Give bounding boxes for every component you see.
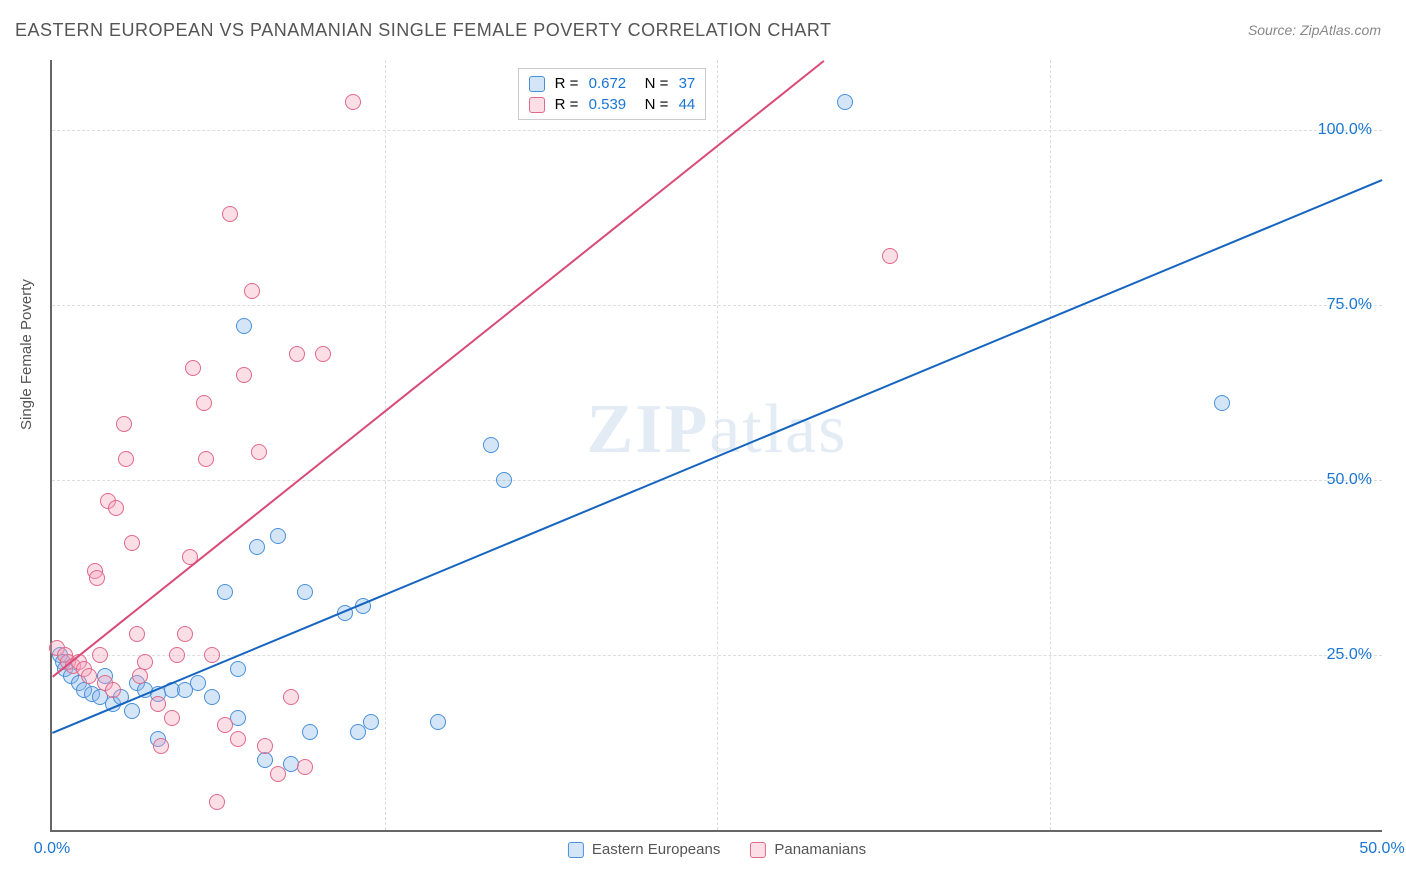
legend-r-label: R =: [551, 96, 583, 113]
scatter-plot: ZIPatlas 25.0%50.0%75.0%100.0%0.0%50.0% …: [50, 60, 1382, 832]
legend-r-label: R =: [551, 75, 583, 92]
series-legend-item: Panamanians: [750, 841, 866, 858]
y-tick-label: 100.0%: [1318, 121, 1372, 139]
data-point: [217, 717, 233, 733]
data-point: [198, 451, 214, 467]
stats-legend-row: R = 0.539 N = 44: [529, 94, 696, 115]
data-point: [92, 647, 108, 663]
data-point: [164, 710, 180, 726]
data-point: [837, 94, 853, 110]
data-point: [283, 689, 299, 705]
data-point: [137, 654, 153, 670]
data-point: [118, 451, 134, 467]
data-point: [108, 500, 124, 516]
data-point: [236, 367, 252, 383]
y-axis-label: Single Female Poverty: [18, 279, 35, 430]
data-point: [116, 416, 132, 432]
data-point: [350, 724, 366, 740]
data-point: [496, 472, 512, 488]
data-point: [363, 714, 379, 730]
data-point: [190, 675, 206, 691]
gridline-vertical: [385, 60, 386, 830]
legend-n-value: 37: [679, 75, 696, 92]
stats-legend: R = 0.672 N = 37 R = 0.539 N = 44: [518, 68, 707, 120]
y-tick-label: 75.0%: [1327, 296, 1372, 314]
data-point: [209, 794, 225, 810]
data-point: [196, 395, 212, 411]
data-point: [430, 714, 446, 730]
source-label: Source: ZipAtlas.com: [1248, 22, 1381, 38]
data-point: [249, 539, 265, 555]
data-point: [204, 689, 220, 705]
chart-title: EASTERN EUROPEAN VS PANAMANIAN SINGLE FE…: [15, 20, 832, 41]
trend-line: [52, 60, 825, 678]
data-point: [177, 626, 193, 642]
data-point: [289, 346, 305, 362]
gridline-vertical: [717, 60, 718, 830]
legend-swatch: [750, 842, 766, 858]
data-point: [257, 752, 273, 768]
data-point: [230, 731, 246, 747]
data-point: [270, 766, 286, 782]
data-point: [124, 703, 140, 719]
series-legend-item: Eastern Europeans: [568, 841, 720, 858]
x-tick-label: 0.0%: [34, 840, 70, 858]
y-tick-label: 50.0%: [1327, 471, 1372, 489]
data-point: [150, 696, 166, 712]
data-point: [302, 724, 318, 740]
legend-n-label: N =: [632, 96, 672, 113]
data-point: [105, 682, 121, 698]
legend-r-value: 0.672: [589, 75, 627, 92]
series-legend: Eastern Europeans Panamanians: [568, 841, 866, 858]
data-point: [132, 668, 148, 684]
legend-swatch: [568, 842, 584, 858]
gridline-vertical: [1050, 60, 1051, 830]
data-point: [230, 661, 246, 677]
data-point: [1214, 395, 1230, 411]
y-tick-label: 25.0%: [1327, 646, 1372, 664]
data-point: [185, 360, 201, 376]
series-name: Panamanians: [774, 841, 866, 858]
x-tick-label: 50.0%: [1359, 840, 1404, 858]
data-point: [89, 570, 105, 586]
data-point: [882, 248, 898, 264]
data-point: [129, 626, 145, 642]
legend-swatch: [529, 97, 545, 113]
data-point: [204, 647, 220, 663]
data-point: [236, 318, 252, 334]
data-point: [81, 668, 97, 684]
data-point: [297, 584, 313, 600]
legend-n-label: N =: [632, 75, 672, 92]
data-point: [217, 584, 233, 600]
data-point: [257, 738, 273, 754]
data-point: [297, 759, 313, 775]
data-point: [169, 647, 185, 663]
legend-n-value: 44: [679, 96, 696, 113]
data-point: [124, 535, 140, 551]
data-point: [244, 283, 260, 299]
data-point: [483, 437, 499, 453]
data-point: [251, 444, 267, 460]
data-point: [222, 206, 238, 222]
series-name: Eastern Europeans: [592, 841, 720, 858]
data-point: [270, 528, 286, 544]
stats-legend-row: R = 0.672 N = 37: [529, 73, 696, 94]
data-point: [345, 94, 361, 110]
data-point: [153, 738, 169, 754]
legend-swatch: [529, 76, 545, 92]
data-point: [315, 346, 331, 362]
legend-r-value: 0.539: [589, 96, 627, 113]
